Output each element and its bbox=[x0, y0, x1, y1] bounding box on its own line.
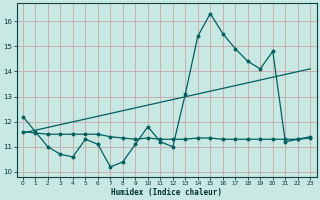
X-axis label: Humidex (Indice chaleur): Humidex (Indice chaleur) bbox=[111, 188, 222, 197]
